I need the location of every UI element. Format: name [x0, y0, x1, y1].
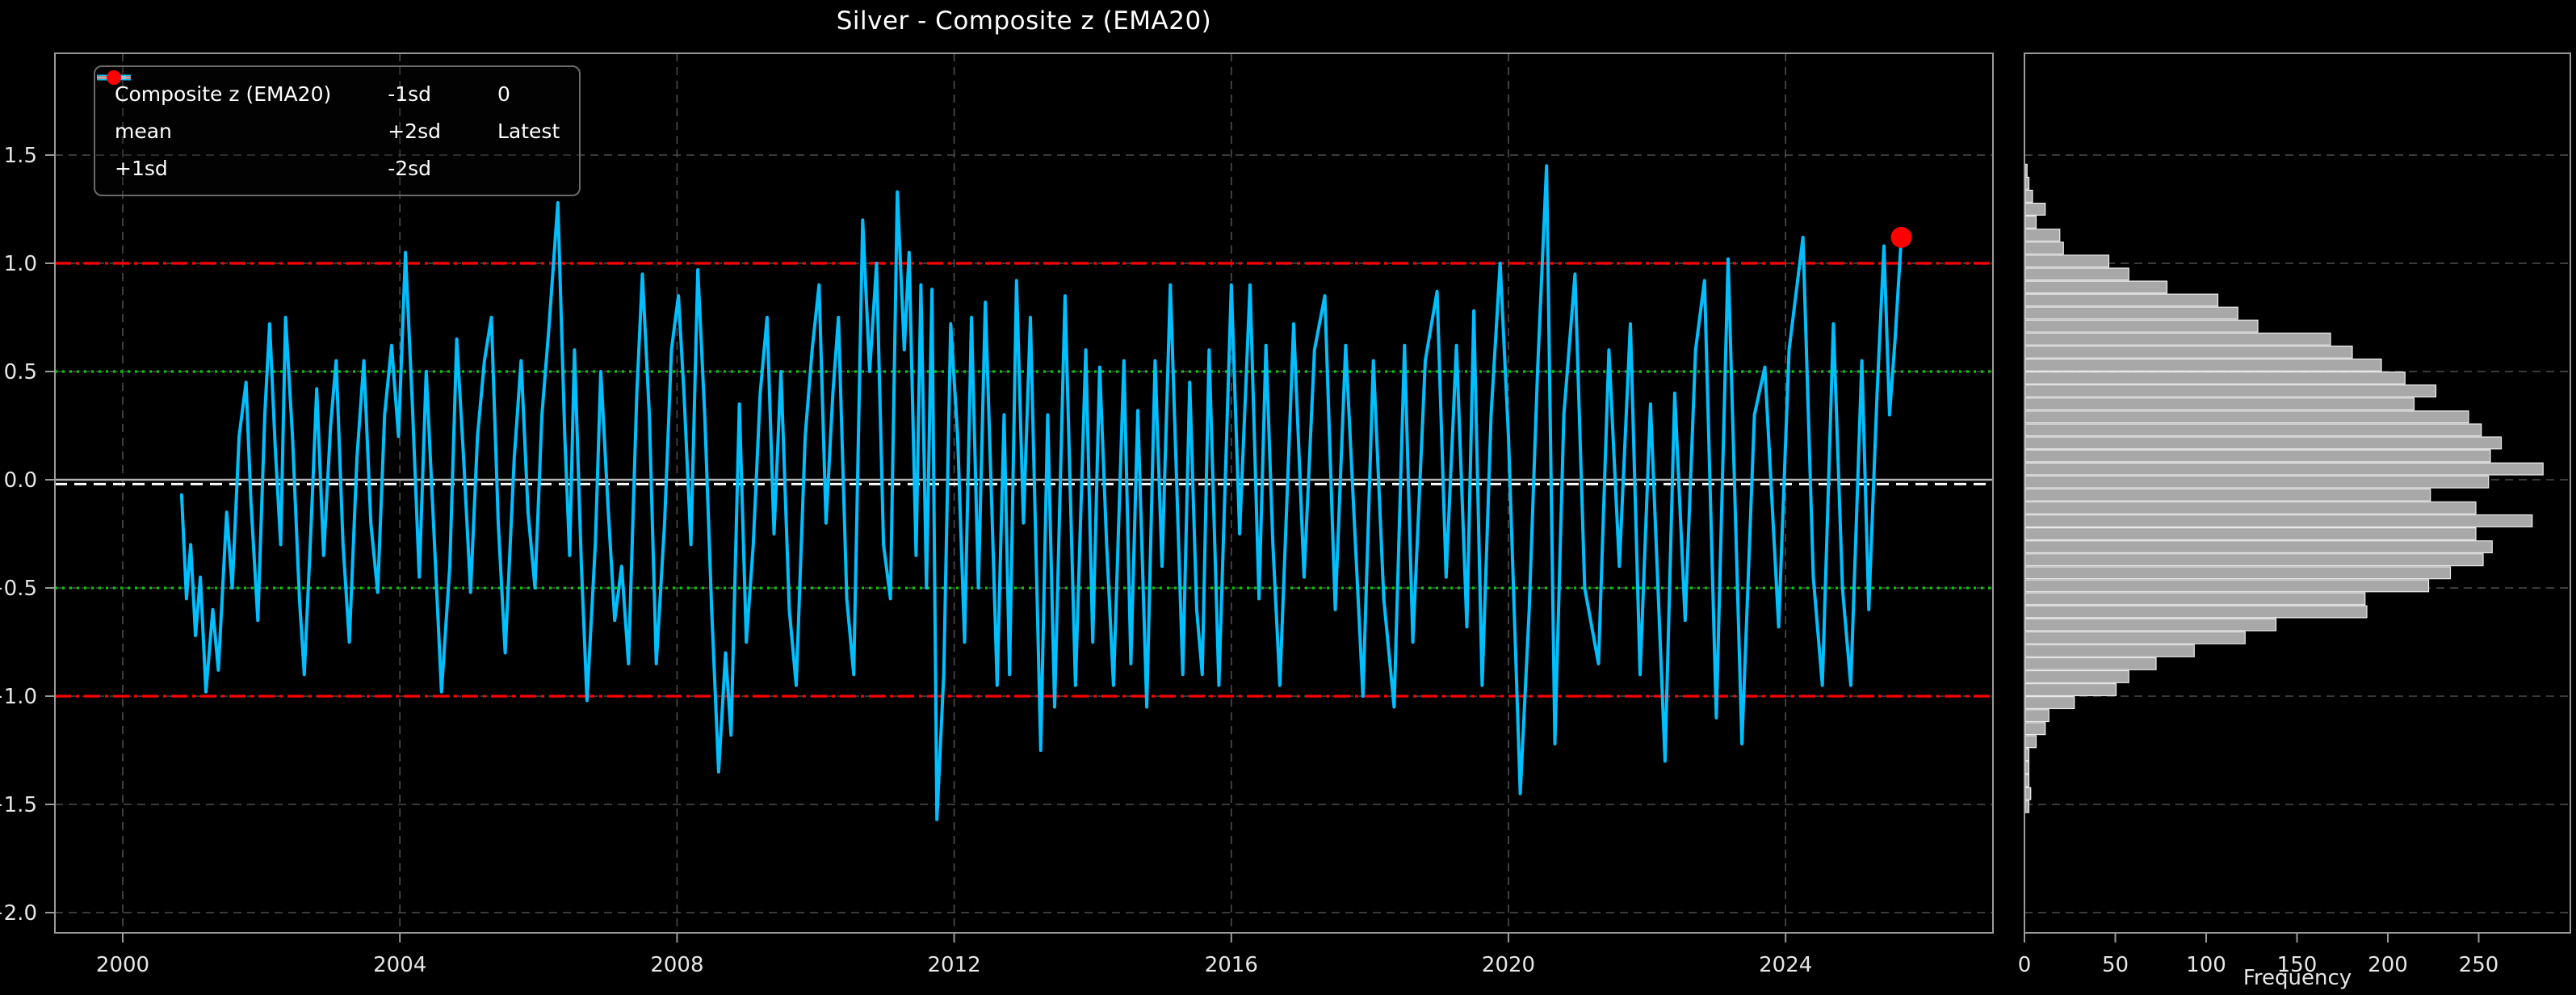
hist-x-tick-label: 100: [2186, 953, 2226, 977]
histogram-bar: [2024, 189, 2033, 203]
histogram-bar: [2024, 163, 2028, 177]
x-tick-label: 2000: [96, 953, 149, 977]
histogram-bar: [2024, 462, 2544, 476]
histogram-bar: [2024, 800, 2030, 813]
y-tick-label: −2.0: [0, 901, 37, 926]
legend-label-latest: Latest: [497, 119, 560, 143]
main-axes-frame: [54, 52, 1994, 934]
histogram-bar: [2024, 410, 2469, 424]
legend: Composite z (EMA20) mean +1sd -1sd +2sd -2sd 0…: [94, 65, 581, 196]
histogram-bar: [2024, 592, 2366, 606]
chart-title: Silver - Composite z (EMA20): [836, 6, 1212, 36]
hist-x-tick-label: 200: [2368, 953, 2408, 977]
y-tick-label: −0.5: [0, 577, 37, 601]
legend-item-0: 0: [97, 75, 560, 112]
legend-item-1sd: -1sd: [97, 75, 441, 112]
y-tick-label: 1.0: [4, 252, 37, 276]
hist-x-tick-label: 150: [2277, 953, 2318, 977]
legend-label-2sd: +2sd: [388, 119, 441, 143]
histogram-bar: [2024, 280, 2168, 294]
legend-item-mean: mean: [97, 76, 331, 149]
y-tick-label: −1.0: [0, 685, 37, 709]
legend-item-composite-z-ema20: Composite z (EMA20): [97, 74, 332, 112]
histogram-bar: [2024, 449, 2491, 463]
histogram-bar: [2024, 605, 2368, 619]
histogram-bar: [2024, 670, 2129, 683]
histogram-bar: [2024, 319, 2259, 333]
x-tick-label: 2012: [928, 953, 981, 977]
hist-x-tick-label: 50: [2102, 953, 2129, 977]
legend-label-2sd: -2sd: [388, 156, 432, 180]
histogram-bars: [2024, 163, 2544, 813]
histogram-bar: [2024, 566, 2452, 580]
y-tick-label: 1.5: [4, 144, 37, 168]
histogram-bar: [2024, 644, 2195, 657]
histogram-bar: [2024, 748, 2030, 762]
legend-swatch-latest-icon: [107, 70, 121, 85]
histogram-bar: [2024, 358, 2382, 372]
legend-item-1sd: +1sd: [97, 76, 331, 187]
latest-point-marker: [1890, 226, 1912, 248]
histogram-bar: [2024, 397, 2415, 411]
x-tick-label: 2016: [1205, 953, 1258, 977]
histogram-bar: [2024, 475, 2490, 489]
hist-x-tick-label: 250: [2459, 953, 2499, 977]
histogram-bar: [2024, 774, 2030, 787]
legend-label-mean: mean: [115, 119, 172, 143]
hist-x-tick-label: 0: [2018, 953, 2032, 977]
x-tick-label: 2024: [1759, 953, 1812, 977]
histogram-bar: [2024, 488, 2431, 502]
legend-item-2sd: -2sd: [97, 76, 441, 187]
histogram-bar: [2024, 436, 2503, 450]
legend-label-composite-z-ema20: Composite z (EMA20): [115, 82, 332, 106]
histogram-xlabel: Frequency: [2242, 966, 2352, 990]
histogram-bar: [2024, 293, 2219, 307]
legend-label-0: 0: [497, 82, 510, 106]
histogram-bar: [2024, 384, 2437, 398]
x-tick-label: 2004: [373, 953, 426, 977]
y-tick-label: −1.5: [0, 793, 37, 817]
histogram-bar: [2024, 735, 2037, 749]
legend-label-1sd: -1sd: [388, 82, 432, 106]
x-tick-label: 2008: [650, 953, 703, 977]
histogram-bar: [2024, 501, 2477, 514]
x-tick-label: 2020: [1482, 953, 1535, 977]
legend-item-2sd: +2sd: [97, 76, 441, 149]
histogram-bar: [2024, 540, 2493, 554]
histogram-bar: [2024, 579, 2430, 593]
histogram-bar: [2024, 787, 2032, 800]
legend-item-latest: Latest: [107, 70, 560, 149]
histogram-bar: [2024, 345, 2353, 359]
histogram-bar: [2024, 553, 2484, 567]
histogram-bar: [2024, 372, 2406, 385]
histogram-bar: [2024, 722, 2046, 736]
histogram-bar: [2024, 527, 2477, 540]
composite-z-series-line: [179, 164, 1903, 821]
histogram-bar: [2024, 682, 2117, 696]
histogram-bar: [2024, 229, 2061, 242]
histogram-bar: [2024, 423, 2482, 437]
histogram-bar: [2024, 241, 2064, 255]
histogram-bar: [2024, 267, 2129, 281]
y-tick-label: 0.5: [4, 360, 37, 384]
y-tick-label: 0.0: [4, 468, 37, 493]
histogram-bar: [2024, 761, 2030, 775]
histogram-bar: [2024, 696, 2075, 710]
histogram-bar: [2024, 254, 2110, 268]
histogram-bar: [2024, 631, 2246, 644]
histogram-bar: [2024, 657, 2157, 670]
histogram-bar: [2024, 514, 2533, 527]
histogram-bar: [2024, 306, 2238, 320]
histogram-bar: [2024, 709, 2049, 723]
histogram-bar: [2024, 332, 2331, 346]
histogram-bar: [2024, 216, 2037, 229]
histogram-bar: [2024, 203, 2046, 216]
histogram-bar: [2024, 176, 2030, 190]
legend-label-1sd: +1sd: [115, 156, 168, 180]
histogram-bar: [2024, 618, 2277, 632]
